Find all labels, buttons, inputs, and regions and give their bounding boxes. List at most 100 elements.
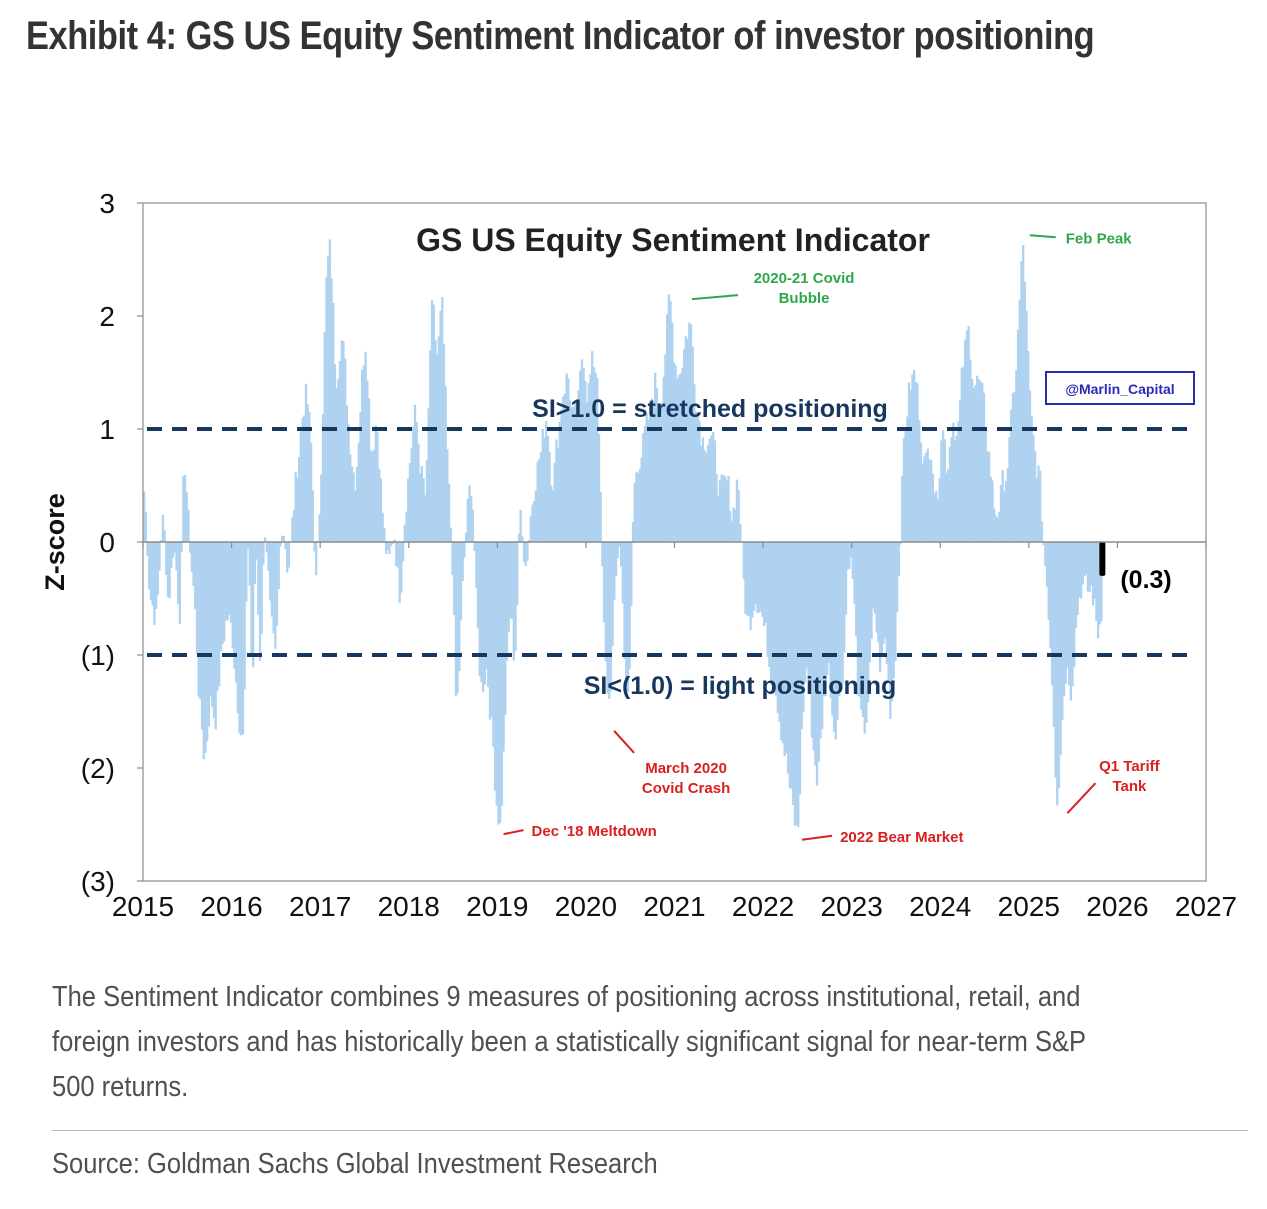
sentiment-bar bbox=[948, 446, 952, 542]
sentiment-bar bbox=[991, 480, 994, 542]
sentiment-bar bbox=[718, 480, 722, 542]
sentiment-bar bbox=[475, 542, 478, 588]
sentiment-bar bbox=[715, 473, 718, 542]
sentiment-bar bbox=[579, 370, 582, 542]
sentiment-bar bbox=[642, 432, 645, 542]
sentiment-bar bbox=[637, 473, 640, 542]
sentiment-bar bbox=[723, 476, 727, 542]
sentiment-bar bbox=[291, 517, 294, 542]
chart-caption: The Sentiment Indicator combines 9 measu… bbox=[52, 981, 1086, 1103]
annotation-callout bbox=[503, 829, 524, 836]
sentiment-bar bbox=[1068, 542, 1071, 686]
sentiment-bar bbox=[1045, 542, 1049, 587]
sentiment-bar bbox=[311, 490, 314, 542]
x-tick-label: 2027 bbox=[1175, 891, 1237, 922]
annotation-label: Feb Peak bbox=[1066, 230, 1133, 247]
sentiment-bar bbox=[422, 478, 425, 542]
sentiment-bar bbox=[345, 405, 349, 542]
sentiment-bar bbox=[1074, 542, 1078, 628]
sentiment-bar bbox=[325, 277, 328, 542]
sentiment-bar bbox=[916, 383, 919, 542]
sentiment-bar bbox=[163, 530, 166, 542]
sentiment-bar bbox=[337, 378, 340, 542]
sentiment-bar bbox=[407, 478, 410, 542]
sentiment-bar bbox=[568, 400, 572, 542]
sentiment-bar bbox=[892, 542, 895, 679]
chart-title: GS US Equity Sentiment Indicator bbox=[416, 222, 930, 258]
sentiment-bar bbox=[1079, 542, 1083, 599]
sentiment-bar bbox=[224, 542, 228, 621]
sentiment-bar bbox=[846, 542, 849, 570]
x-tick-label: 2017 bbox=[289, 891, 351, 922]
sentiment-bar bbox=[1033, 451, 1037, 542]
sentiment-bar bbox=[764, 542, 768, 623]
annotation-label: Bubble bbox=[779, 290, 830, 307]
sentiment-bar bbox=[713, 440, 716, 542]
sentiment-bar bbox=[253, 542, 257, 584]
sentiment-bar bbox=[822, 542, 826, 697]
sentiment-bar bbox=[1091, 542, 1095, 606]
sentiment-bar bbox=[867, 542, 870, 703]
sentiment-bar bbox=[810, 542, 814, 738]
x-tick-label: 2016 bbox=[200, 891, 262, 922]
sentiment-bar bbox=[722, 475, 725, 542]
sentiment-bar bbox=[451, 542, 454, 576]
y-tick-label: 2 bbox=[99, 301, 115, 332]
sentiment-bar bbox=[401, 542, 405, 562]
sentiment-bar bbox=[986, 451, 989, 542]
sentiment-bar bbox=[931, 473, 935, 542]
sentiment-bar bbox=[587, 383, 590, 542]
sentiment-bar bbox=[843, 542, 846, 653]
sentiment-bar bbox=[805, 542, 808, 668]
sentiment-bar bbox=[912, 369, 916, 542]
sentiment-bar bbox=[589, 373, 592, 542]
sentiment-bar bbox=[359, 411, 362, 542]
sentiment-bar bbox=[1004, 480, 1008, 542]
sentiment-bar bbox=[178, 542, 182, 624]
sentiment-bar bbox=[553, 462, 556, 542]
sentiment-bar bbox=[240, 542, 243, 736]
sentiment-bar bbox=[1071, 542, 1074, 687]
sentiment-bar bbox=[686, 338, 689, 542]
threshold-label-lower: SI<(1.0) = light positioning bbox=[584, 672, 897, 700]
sentiment-bar bbox=[223, 542, 226, 642]
sentiment-bar bbox=[960, 367, 963, 542]
sentiment-bar bbox=[647, 419, 650, 542]
sentiment-bar bbox=[192, 542, 195, 587]
sentiment-bar bbox=[989, 476, 992, 542]
chart-text: GS US Equity Sentiment Indicator SI>1.0 =… bbox=[416, 222, 1195, 700]
sentiment-bar bbox=[194, 542, 197, 610]
sentiment-bar bbox=[1016, 329, 1020, 542]
sentiment-bar bbox=[379, 478, 383, 542]
sentiment-bar bbox=[855, 542, 858, 636]
sentiment-bar bbox=[677, 375, 681, 542]
annotation-callout bbox=[1029, 234, 1056, 239]
exhibit-title: Exhibit 4: GS US Equity Sentiment Indica… bbox=[26, 14, 1095, 58]
sentiment-bar bbox=[229, 542, 233, 623]
sentiment-bar bbox=[476, 542, 480, 629]
sentiment-bar bbox=[166, 542, 170, 597]
sentiment-bar bbox=[323, 332, 326, 542]
sentiment-bar bbox=[252, 542, 255, 668]
sentiment-bar bbox=[877, 542, 880, 643]
sentiment-bar bbox=[609, 542, 613, 692]
sentiment-bar bbox=[1039, 470, 1042, 542]
sentiment-bar bbox=[287, 542, 291, 568]
sentiment-bar bbox=[812, 542, 815, 751]
sentiment-bar bbox=[769, 542, 773, 683]
sentiment-bar bbox=[747, 542, 751, 617]
sentiment-bar bbox=[904, 427, 907, 542]
sentiment-bar bbox=[1066, 542, 1069, 668]
sentiment-bar bbox=[921, 463, 924, 542]
sentiment-bar bbox=[556, 447, 560, 542]
x-tick-label: 2018 bbox=[378, 891, 440, 922]
sentiment-bar bbox=[1018, 299, 1021, 542]
sentiment-bar bbox=[977, 379, 981, 542]
sentiment-bar bbox=[962, 366, 965, 542]
sentiment-bar bbox=[165, 542, 168, 575]
sentiment-bar bbox=[330, 278, 333, 542]
sentiment-bar bbox=[381, 512, 384, 542]
sentiment-bar bbox=[420, 465, 423, 542]
sentiment-bar bbox=[563, 393, 567, 542]
sentiment-bar bbox=[430, 300, 434, 542]
